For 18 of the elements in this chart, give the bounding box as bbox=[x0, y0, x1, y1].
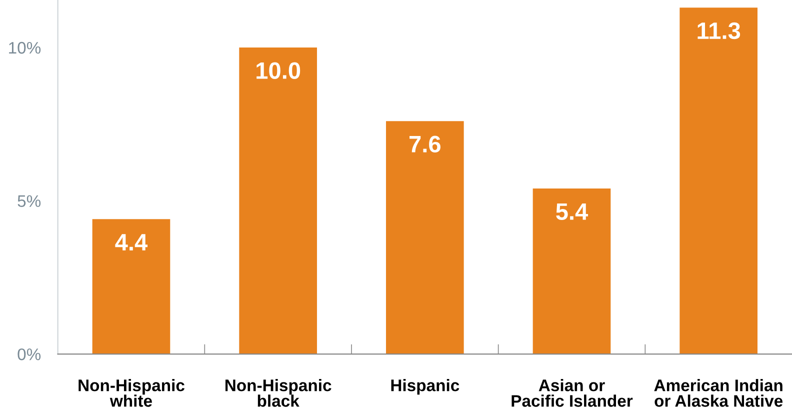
y-tick-label: 0% bbox=[18, 348, 41, 360]
x-tick-label: Hispanic bbox=[391, 379, 460, 395]
x-tick-label: American Indian or Alaska Native bbox=[654, 379, 783, 407]
bar bbox=[532, 188, 611, 354]
x-tick-label: Non-Hispanic black bbox=[225, 379, 332, 407]
y-tick-label: 10% bbox=[9, 42, 41, 54]
bar bbox=[239, 48, 317, 354]
bar bbox=[386, 121, 464, 354]
x-tick-label: Non-Hispanic white bbox=[78, 379, 184, 407]
data-label: 5.4 bbox=[556, 203, 588, 220]
bar bbox=[680, 8, 758, 354]
y-tick-label: 5% bbox=[18, 195, 41, 207]
bar bbox=[92, 219, 170, 354]
x-tick-label: Asian or Pacific Islander bbox=[512, 379, 633, 407]
data-label: 4.4 bbox=[115, 234, 148, 250]
data-label: 7.6 bbox=[410, 136, 440, 153]
data-label: 11.3 bbox=[698, 22, 740, 40]
data-label: 10.0 bbox=[256, 62, 300, 79]
